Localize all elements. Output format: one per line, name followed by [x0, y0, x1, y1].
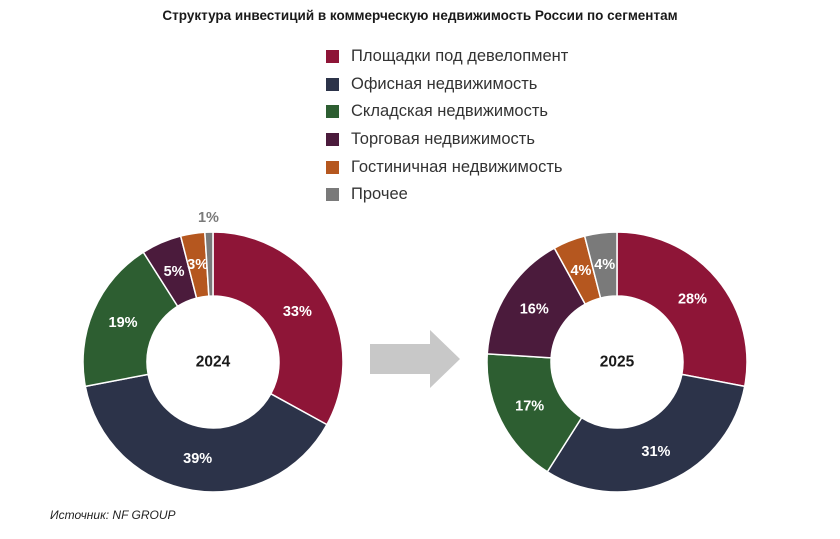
legend-label-development: Площадки под девелопмент [351, 47, 569, 66]
slice-label-other-2024: 1% [198, 210, 219, 226]
legend-item-other: Прочее [326, 181, 568, 209]
slice-label-warehouse-2024: 19% [109, 315, 138, 331]
source-note: Источник: NF GROUP [50, 508, 176, 522]
legend-swatch-other [326, 188, 339, 202]
legend-swatch-retail [326, 133, 339, 147]
legend-label-warehouse: Складская недвижимость [351, 102, 548, 121]
legend: Площадки под девелопмент Офисная недвижи… [326, 43, 568, 209]
legend-swatch-hotel [326, 160, 339, 174]
slice-label-development-2025: 28% [678, 292, 707, 308]
legend-swatch-warehouse [326, 105, 339, 119]
slice-label-hotel-2024: 3% [187, 257, 208, 273]
legend-label-office: Офисная недвижимость [351, 74, 538, 93]
chart-title: Структура инвестиций в коммерческую недв… [162, 8, 678, 23]
slice-other-2024 [204, 231, 214, 297]
legend-label-other: Прочее [351, 185, 408, 204]
slice-warehouse-2024 [82, 251, 179, 388]
donut-center-label-2025: 2025 [600, 354, 635, 371]
slice-label-office-2025: 31% [641, 444, 670, 460]
legend-label-hotel: Гостиничная недвижимость [351, 157, 563, 176]
slice-development-2024 [212, 231, 344, 426]
legend-item-retail: Торговая недвижимость [326, 126, 568, 154]
slice-label-hotel-2025: 4% [570, 263, 591, 279]
slice-label-other-2025: 4% [594, 257, 615, 273]
slice-label-warehouse-2025: 17% [515, 398, 544, 414]
donut-2025: 28% 31% 17% 16% 4% 4% 2025 [486, 231, 748, 493]
slice-office-2025 [546, 373, 746, 493]
slice-office-2024 [84, 373, 328, 493]
slice-label-retail-2025: 16% [520, 301, 549, 317]
legend-item-hotel: Гостиничная недвижимость [326, 153, 568, 181]
legend-item-development: Площадки под девелопмент [326, 43, 568, 71]
slice-label-development-2024: 33% [283, 304, 312, 320]
donut-2024: 33% 39% 19% 5% 3% 1% 2024 [82, 210, 344, 493]
arrow-right-icon [370, 330, 460, 388]
legend-item-office: Офисная недвижимость [326, 71, 568, 99]
slice-other-2025 [583, 231, 618, 299]
donut-center-label-2024: 2024 [196, 354, 231, 371]
legend-swatch-office [326, 77, 339, 91]
legend-label-retail: Торговая недвижимость [351, 130, 535, 149]
legend-item-warehouse: Складская недвижимость [326, 98, 568, 126]
slice-label-retail-2024: 5% [164, 264, 185, 280]
legend-swatch-development [326, 50, 339, 64]
slice-development-2025 [616, 231, 748, 388]
slice-label-office-2024: 39% [183, 451, 212, 467]
